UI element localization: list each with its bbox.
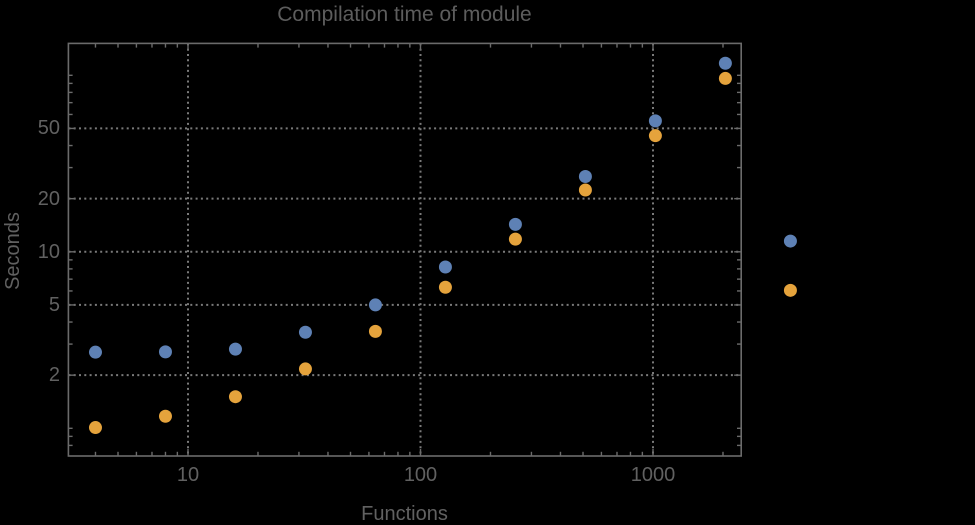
data-point-series-1-x8 xyxy=(158,345,172,359)
data-point-series-1-x4 xyxy=(88,345,102,359)
y-tick-label-5: 5 xyxy=(48,293,60,316)
y-tick-label-2: 2 xyxy=(48,364,60,387)
data-point-series-2-x128 xyxy=(438,280,452,294)
data-point-series-2-x8 xyxy=(158,409,172,423)
data-point-series-1-x32 xyxy=(298,325,312,339)
x-tick-label-100: 100 xyxy=(403,464,438,486)
plot-frame xyxy=(67,42,742,457)
data-point-series-1-x512 xyxy=(578,170,592,184)
x-axis-label: Functions xyxy=(361,503,448,525)
y-tick-label-20: 20 xyxy=(37,187,60,210)
y-tick-label-10: 10 xyxy=(37,240,60,263)
data-point-series-1-x1024 xyxy=(648,114,662,128)
data-point-series-2-x512 xyxy=(578,183,592,197)
chart-title: Compilation time of module xyxy=(277,3,532,26)
data-point-series-1-x256 xyxy=(508,217,522,231)
data-point-series-2-x256 xyxy=(508,232,522,246)
y-tick-label-50: 50 xyxy=(37,117,60,140)
outside-marker-series-2 xyxy=(783,283,797,297)
x-tick-label-10: 10 xyxy=(176,464,200,486)
data-point-series-1-x64 xyxy=(368,298,382,312)
data-point-series-2-x1024 xyxy=(648,129,662,143)
outside-marker-series-1 xyxy=(783,234,797,248)
data-point-series-2-x32 xyxy=(298,362,312,376)
data-point-series-1-x128 xyxy=(438,260,452,274)
data-point-series-2-x2048 xyxy=(718,71,732,85)
data-point-series-2-x16 xyxy=(228,390,242,404)
x-tick-label-1000: 1000 xyxy=(630,464,676,486)
data-point-series-1-x2048 xyxy=(718,56,732,70)
data-point-series-2-x4 xyxy=(88,421,102,435)
data-point-series-1-x16 xyxy=(228,342,242,356)
data-point-series-2-x64 xyxy=(368,324,382,338)
